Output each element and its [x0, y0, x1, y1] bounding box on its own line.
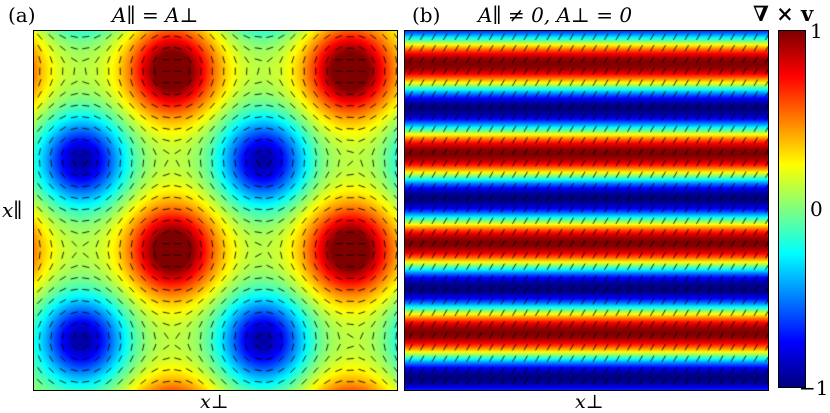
panel-a-equation: A∥ = A⊥ [112, 3, 199, 27]
colorbar-gradient [779, 31, 805, 387]
panel-a-xlabel: x⊥ [200, 391, 229, 413]
colorbar-tick-max: 1 [810, 19, 823, 43]
panel-a-tag: (a) [8, 3, 36, 27]
panel-b-xlabel: x⊥ [575, 391, 604, 413]
panel-a-vorticity-map [34, 31, 397, 390]
colorbar-title: ∇ × v [753, 1, 814, 26]
panel-b-tag: (b) [412, 3, 441, 27]
colorbar-tick-zero: 0 [810, 197, 823, 221]
panel-b-equation: A∥ ≠ 0, A⊥ = 0 [478, 3, 633, 27]
panel-b-vorticity-map [405, 31, 768, 390]
panel-a-ylabel: x∥ [2, 198, 23, 222]
colorbar-tick-min: −1 [799, 376, 829, 400]
